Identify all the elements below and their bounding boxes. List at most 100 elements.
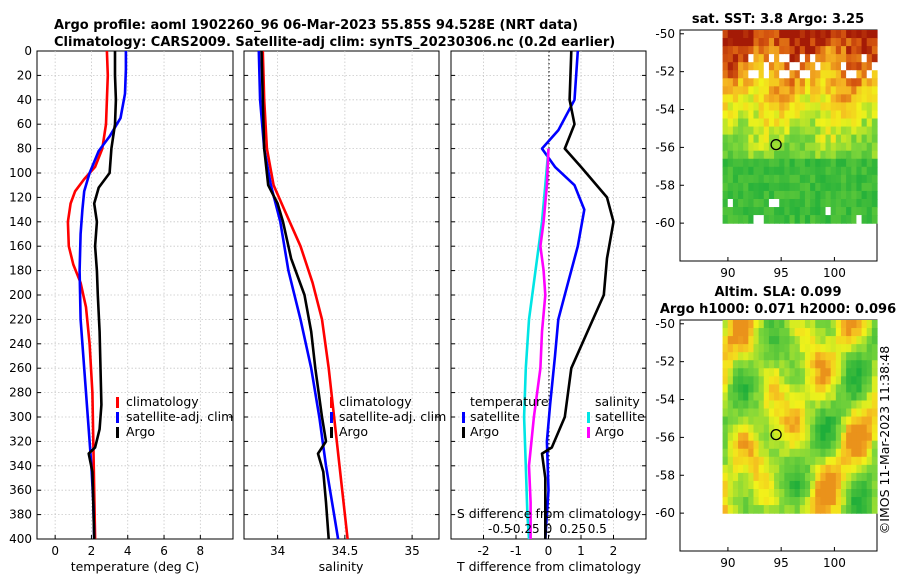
map-cell xyxy=(732,86,739,95)
map-cell xyxy=(743,38,749,47)
lat-tick-label: -56 xyxy=(655,430,675,444)
map-cell xyxy=(871,368,878,377)
x-tick-label: 34.5 xyxy=(332,544,359,558)
map-cell xyxy=(815,392,821,402)
map-cell xyxy=(774,352,780,361)
map-cell xyxy=(794,70,801,79)
map-cell xyxy=(738,126,744,136)
map-cell xyxy=(810,142,816,152)
map-cell xyxy=(835,102,842,112)
map-cell xyxy=(799,368,806,377)
map-cell xyxy=(825,174,832,184)
map-cell xyxy=(835,150,842,160)
map-cell xyxy=(748,158,755,168)
map-cell xyxy=(840,70,847,79)
map-cell xyxy=(794,150,801,160)
map-cell xyxy=(789,198,796,208)
map-cell xyxy=(804,126,811,136)
map-cell xyxy=(748,505,755,514)
map-cell xyxy=(830,54,837,63)
map-cell xyxy=(768,150,775,160)
map-cell xyxy=(753,70,760,79)
map-cell xyxy=(763,110,770,120)
map-cell xyxy=(804,86,811,95)
map-cell xyxy=(774,70,780,79)
map-cell xyxy=(784,198,791,208)
map-cell xyxy=(748,432,755,442)
map-cell xyxy=(846,328,852,337)
map-cell xyxy=(779,86,785,95)
map-cell xyxy=(794,488,801,498)
map-cell xyxy=(799,150,806,160)
map-cell xyxy=(738,142,744,152)
map-cell xyxy=(815,182,821,192)
map-cell xyxy=(743,384,749,394)
map-cell xyxy=(856,174,863,184)
map-cell xyxy=(774,182,780,192)
map-cell xyxy=(732,408,739,418)
map-cell xyxy=(810,472,816,482)
title-line-2: Climatology: CARS2009. Satellite-adj cli… xyxy=(54,35,615,50)
map-cell xyxy=(727,182,734,192)
map-cell xyxy=(779,384,785,394)
map-cell xyxy=(753,134,760,144)
map-cell xyxy=(774,416,780,426)
map-cell xyxy=(830,416,837,426)
map-cell xyxy=(866,505,873,514)
map-cell xyxy=(774,320,780,329)
map-cell xyxy=(851,110,858,120)
map-cell xyxy=(743,158,749,168)
map-cell xyxy=(861,360,868,369)
map-cell xyxy=(743,78,749,87)
legend-label-sal-argo: Argo xyxy=(595,424,624,439)
map-cell xyxy=(748,352,755,361)
map-cell xyxy=(799,110,806,120)
map-cell xyxy=(851,448,858,458)
map-cell xyxy=(768,448,775,458)
map-cell xyxy=(768,328,775,337)
map-cell xyxy=(794,215,801,224)
map-cell xyxy=(738,440,744,450)
map-cell xyxy=(774,440,780,450)
map-cell xyxy=(815,30,821,39)
map-cell xyxy=(825,166,832,176)
map-cell xyxy=(748,488,755,498)
map-cell xyxy=(727,38,734,47)
map-cell xyxy=(784,376,791,385)
x-tick-label: -2 xyxy=(478,544,490,558)
map-cell xyxy=(851,464,858,474)
map-cell xyxy=(851,102,858,112)
map-cell xyxy=(768,86,775,95)
map-cell xyxy=(804,78,811,87)
map-cell xyxy=(732,320,739,329)
map-cell xyxy=(871,432,878,442)
map-cell xyxy=(866,440,873,450)
map-cell xyxy=(789,488,796,498)
map-cell xyxy=(732,432,739,442)
map-cell xyxy=(784,182,791,192)
map-cell xyxy=(779,336,785,345)
map-cell xyxy=(758,150,765,160)
map-cell xyxy=(804,376,811,385)
map-cell xyxy=(784,150,791,160)
map-cell xyxy=(748,126,755,136)
map-cell xyxy=(866,38,873,47)
map-cell xyxy=(784,344,791,353)
map-cell xyxy=(856,376,863,385)
map-cell xyxy=(732,142,739,152)
map-cell xyxy=(748,376,755,385)
map-cell xyxy=(738,376,744,385)
map-cell xyxy=(799,392,806,402)
map-cell xyxy=(804,110,811,120)
map-cell xyxy=(835,118,842,128)
map-cell xyxy=(738,158,744,168)
map-cell xyxy=(871,320,878,329)
map-cell xyxy=(840,424,847,434)
map-cell xyxy=(851,497,858,506)
map-cell xyxy=(861,142,868,152)
map-cell xyxy=(738,320,744,329)
map-cell xyxy=(753,118,760,128)
map-cell xyxy=(758,126,765,136)
map-cell xyxy=(768,400,775,410)
map-cell xyxy=(840,376,847,385)
